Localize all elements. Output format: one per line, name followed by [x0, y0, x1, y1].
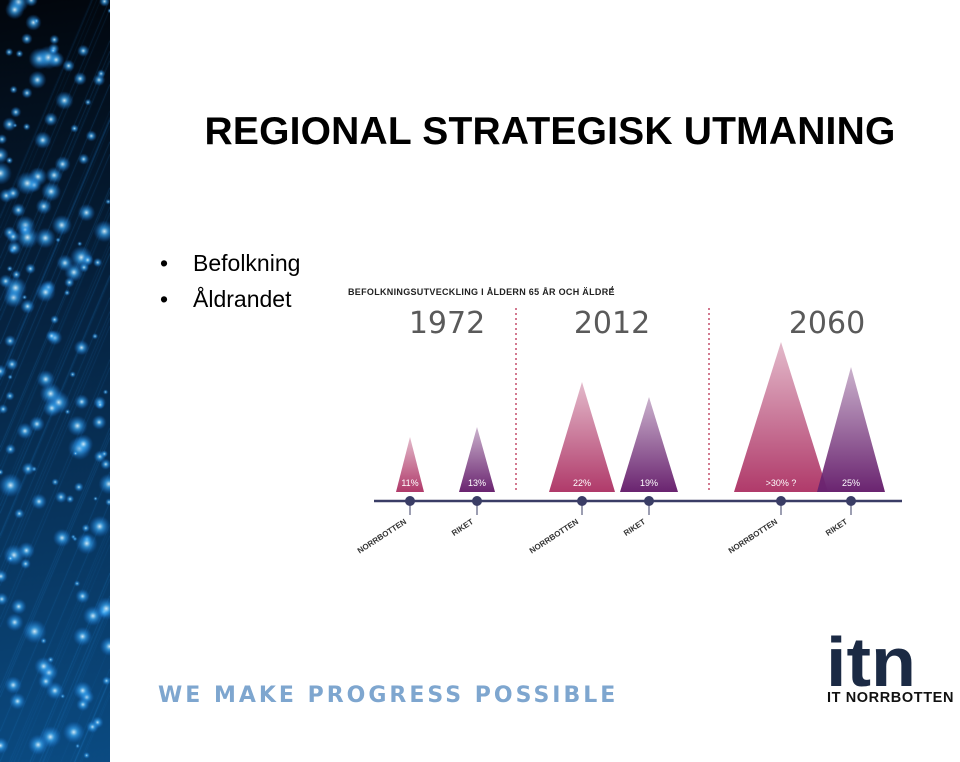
category-label-norrbotten: NORRBOTTEN: [356, 517, 408, 555]
fiber-optic-lights-image: [0, 0, 110, 762]
triangle-norrbotten-2012: [549, 382, 615, 492]
bullet-item-befolkning: Befolkning: [160, 246, 300, 282]
bullet-item-aldrandet: Åldrandet: [160, 282, 300, 318]
value-label: 25%: [842, 478, 860, 488]
axis-dot: [776, 496, 786, 506]
axis-dot: [405, 496, 415, 506]
category-label-riket: RIKET: [622, 517, 647, 538]
axis-dot: [846, 496, 856, 506]
tagline: WE MAKE PROGRESS POSSIBLE: [158, 683, 619, 708]
category-label-riket: RIKET: [450, 517, 475, 538]
chart-title: BEFOLKNINGSUTVECKLING I ÅLDERN 65 ÅR OCH…: [348, 287, 615, 297]
year-label-2060: 2060: [789, 306, 865, 341]
axis-dot: [644, 496, 654, 506]
population-age-chart: BEFOLKNINGSUTVECKLING I ÅLDERN 65 ÅR OCH…: [348, 286, 902, 555]
category-label-norrbotten: NORRBOTTEN: [528, 517, 580, 555]
axis-dot: [577, 496, 587, 506]
value-label: 19%: [640, 478, 658, 488]
value-label: 22%: [573, 478, 591, 488]
category-label-norrbotten: NORRBOTTEN: [727, 517, 779, 555]
triangle-riket-2012: [620, 397, 678, 492]
triangle-norrbotten-2060: [734, 342, 828, 492]
chart-title-marker: 4: [610, 286, 614, 293]
triangle-riket-2060: [817, 367, 885, 492]
year-label-2012: 2012: [574, 306, 650, 341]
bullet-list: Befolkning Åldrandet: [160, 246, 300, 318]
logo-text: itn: [826, 628, 916, 692]
value-label: 11%: [401, 478, 418, 488]
page-title: REGIONAL STRATEGISK UTMANING: [204, 110, 896, 153]
axis-dot: [472, 496, 482, 506]
logo-subtext: IT NORRBOTTEN: [827, 690, 955, 706]
value-label: >30% ?: [766, 478, 797, 488]
year-label-1972: 1972: [409, 306, 485, 341]
triangle-riket-1972: [459, 427, 495, 492]
value-label: 13%: [468, 478, 486, 488]
itn-logo-icon: itn: [826, 628, 916, 692]
category-label-riket: RIKET: [824, 517, 849, 538]
triangle-norrbotten-1972: [396, 437, 424, 492]
